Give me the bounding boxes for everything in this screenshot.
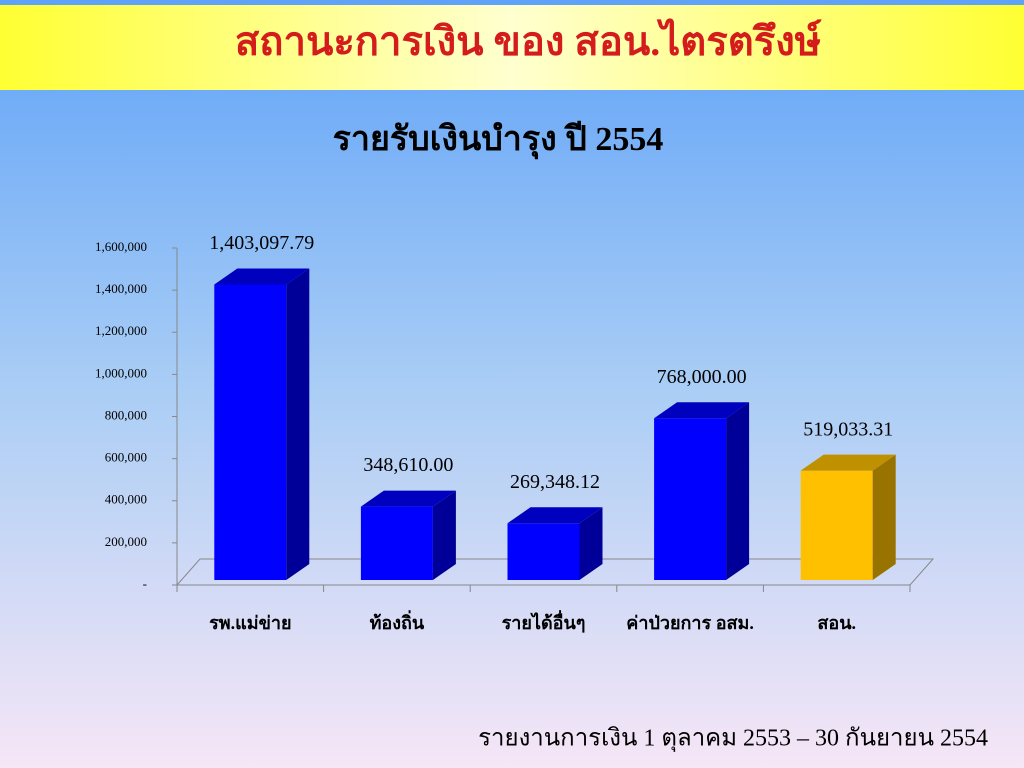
bar-top — [654, 402, 750, 419]
header-title: สถานะการเงิน ของ สอน.ไตรตรึงษ์ — [235, 18, 822, 64]
bar-top — [507, 507, 603, 524]
bar-top — [800, 454, 896, 471]
bar-front — [654, 418, 727, 580]
bar-side — [432, 490, 456, 580]
bar-side — [579, 507, 603, 580]
bar — [654, 402, 750, 580]
y-tick-label: 600,000 — [105, 450, 147, 465]
y-tick-label: 1,000,000 — [95, 365, 147, 380]
bar-front — [507, 523, 580, 580]
bar — [507, 507, 603, 580]
footer: รายงานการเงิน 1 ตุลาคม 2553 – 30 กันยายน… — [478, 726, 988, 753]
value-label: 1,403,097.79 — [209, 232, 314, 254]
x-tick-label: ท้องถิ่น — [370, 610, 425, 633]
header-band — [0, 5, 1024, 90]
value-label: 768,000.00 — [657, 366, 747, 388]
x-tick-label: รพ.แม่ข่าย — [209, 613, 291, 633]
x-tick-label: รายได้อื่นๆ — [502, 610, 586, 633]
y-tick-label: 200,000 — [105, 534, 147, 549]
bar — [360, 490, 456, 580]
x-tick-label: ค่าป่วยการ อสม. — [626, 613, 754, 633]
chart-title: รายรับเงินบำรุง ปี 2554 — [333, 120, 664, 160]
bar — [214, 268, 310, 580]
bar-front — [800, 470, 873, 580]
bar-side — [872, 454, 896, 580]
y-tick-label: 1,600,000 — [95, 239, 147, 254]
bar-front — [214, 284, 287, 580]
y-tick-label: 800,000 — [105, 407, 147, 422]
y-tick-label: 1,200,000 — [95, 323, 147, 338]
value-label: 519,033.31 — [803, 418, 893, 440]
bar-side — [286, 268, 310, 580]
bar-top — [214, 268, 310, 285]
value-label: 269,348.12 — [510, 471, 600, 493]
bar — [800, 454, 896, 580]
header-line — [0, 0, 1024, 5]
x-tick-label: สอน. — [817, 613, 856, 633]
value-label: 348,610.00 — [363, 454, 453, 476]
bar-top — [360, 490, 456, 507]
y-tick-label: 400,000 — [105, 492, 147, 507]
bar-side — [726, 402, 750, 580]
bar-front — [360, 506, 433, 580]
y-tick-label: - — [143, 576, 147, 591]
y-tick-label: 1,400,000 — [95, 281, 147, 296]
